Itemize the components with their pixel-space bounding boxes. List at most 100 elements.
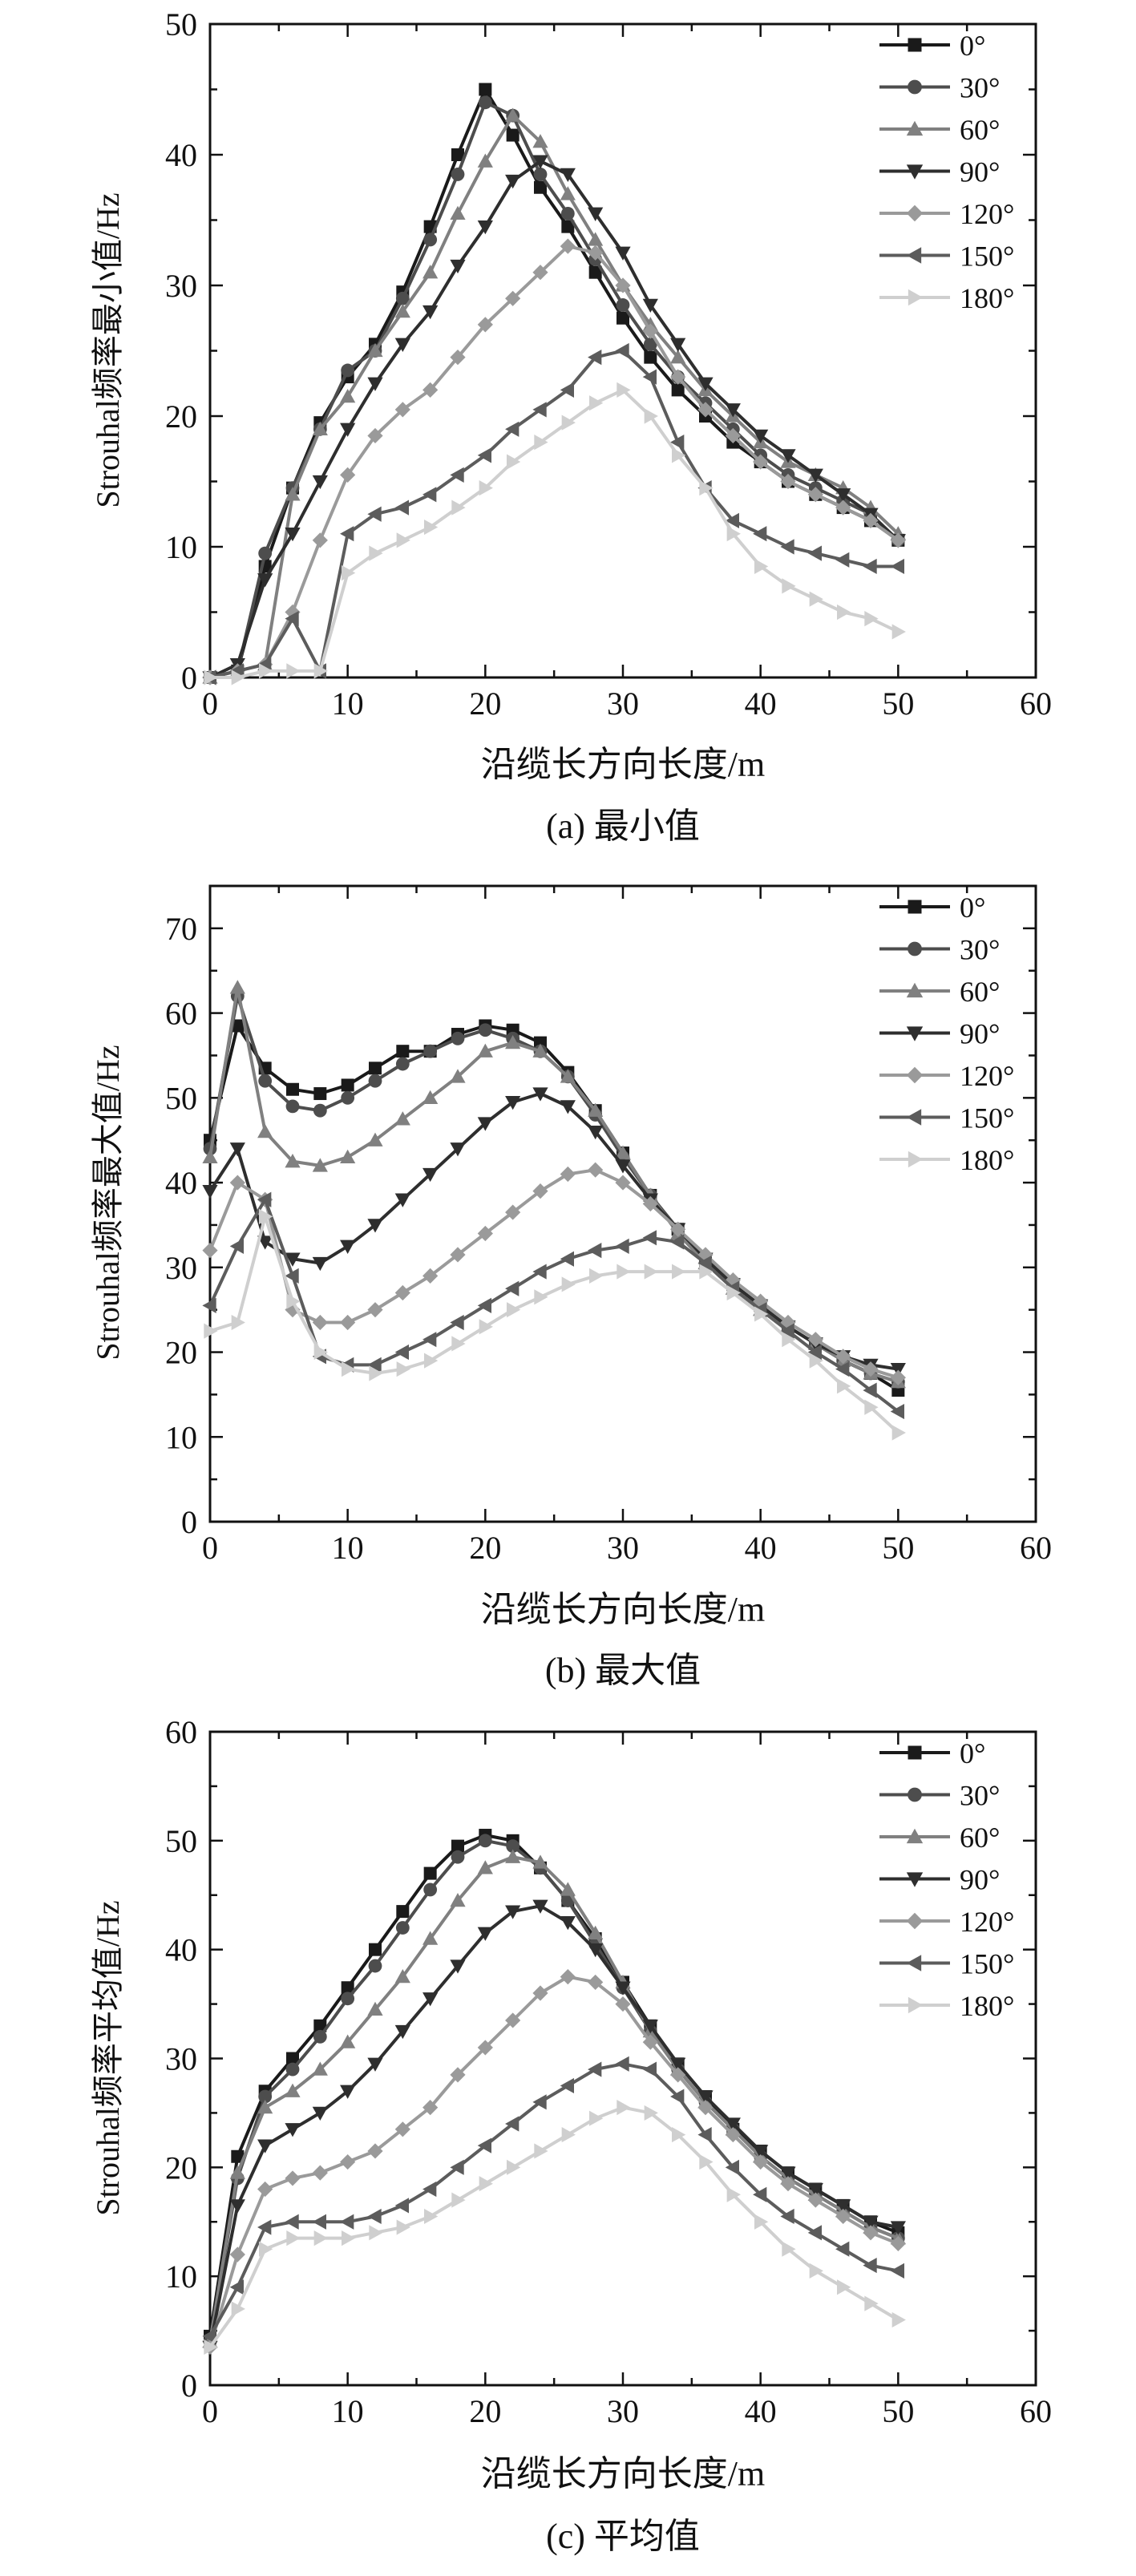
- legend-label: 60°: [960, 1822, 1000, 1854]
- y-tick-label: 60: [165, 996, 197, 1032]
- data-point: [642, 2061, 657, 2077]
- data-point: [836, 1378, 851, 1394]
- data-point: [532, 1264, 547, 1280]
- data-point: [780, 449, 796, 463]
- data-point: [285, 2170, 301, 2186]
- data-point: [450, 1314, 464, 1331]
- x-tick-label: 0: [202, 1530, 218, 1566]
- data-point: [561, 415, 576, 431]
- data-point: [285, 1252, 301, 1267]
- data-point: [697, 377, 714, 391]
- y-tick-label: 40: [165, 137, 197, 173]
- data-point: [588, 1943, 604, 1958]
- data-point: [312, 532, 328, 548]
- data-point: [863, 1361, 879, 1377]
- data-point: [560, 238, 576, 254]
- data-point: [670, 2067, 686, 2083]
- data-point: [560, 2077, 575, 2094]
- legend-label: 30°: [960, 1780, 1000, 1812]
- data-point: [532, 2094, 547, 2110]
- data-point: [369, 1943, 382, 1956]
- data-point: [863, 2215, 879, 2230]
- legend-marker: [906, 1912, 924, 1930]
- data-point: [725, 2117, 741, 2132]
- data-point: [423, 1353, 439, 1369]
- data-point: [478, 95, 492, 110]
- data-point: [477, 153, 493, 168]
- data-point: [451, 148, 464, 161]
- y-tick-label: 0: [181, 660, 197, 696]
- plot-frame: [208, 1730, 1037, 2387]
- data-point: [836, 604, 851, 621]
- data-point: [396, 532, 410, 548]
- x-tick-label: 10: [332, 1530, 364, 1566]
- data-point: [450, 1247, 466, 1263]
- data-point: [890, 558, 905, 575]
- data-point: [642, 1230, 657, 1246]
- panel-caption: (c) 平均值: [546, 2517, 700, 2556]
- legend-marker: [906, 204, 924, 222]
- data-point: [534, 435, 548, 451]
- legend-label: 90°: [960, 1864, 1000, 1896]
- data-point: [204, 1323, 218, 1339]
- data-point: [312, 1314, 328, 1331]
- legend: 0° 30° 60° 90° 120° 150° 180°: [879, 892, 1014, 1176]
- data-point: [313, 2019, 327, 2032]
- data-point: [312, 421, 328, 435]
- data-point: [505, 174, 521, 189]
- data-point: [863, 1382, 877, 1398]
- legend-label: 150°: [960, 1102, 1014, 1134]
- data-point: [588, 1974, 604, 1991]
- y-tick-label: 0: [181, 2368, 197, 2404]
- y-tick-label: 10: [165, 2259, 197, 2295]
- y-tick-label: 50: [165, 1823, 197, 1859]
- data-point: [506, 2159, 521, 2175]
- panel-c-mean: 0 10 20 30 40 50 60 0 10 20 30 40 50 60 0° 30° 60° 90° 12…: [90, 1714, 1052, 2556]
- x-tick-label: 50: [882, 1530, 914, 1566]
- legend-marker: [906, 1828, 924, 1844]
- legend-label: 90°: [960, 156, 1000, 188]
- data-point: [394, 1193, 410, 1207]
- data-point: [588, 2110, 604, 2126]
- data-point: [312, 2061, 328, 2076]
- data-point: [670, 1234, 685, 1250]
- data-point: [423, 1882, 438, 1897]
- y-tick-label: 30: [165, 2041, 197, 2077]
- data-point: [451, 2192, 466, 2208]
- data-point: [835, 488, 851, 503]
- legend-label: 180°: [960, 1990, 1014, 2022]
- data-point: [367, 2143, 383, 2159]
- data-point: [477, 1297, 492, 1313]
- data-point: [864, 2295, 879, 2311]
- data-point: [561, 2126, 576, 2143]
- data-point: [617, 382, 631, 398]
- data-point: [369, 2225, 383, 2241]
- data-point: [753, 454, 769, 470]
- data-point: [532, 1183, 548, 1199]
- data-point: [506, 1302, 521, 1318]
- data-point: [341, 565, 356, 581]
- data-point: [202, 2328, 216, 2344]
- legend-label: 150°: [960, 241, 1014, 273]
- data-point: [890, 2235, 906, 2252]
- data-point: [505, 421, 519, 437]
- data-point: [671, 1264, 686, 1280]
- data-point: [258, 1208, 273, 1224]
- data-point: [835, 2208, 851, 2225]
- data-point: [423, 2208, 439, 2225]
- data-point: [340, 2034, 356, 2048]
- data-point: [560, 1882, 576, 1896]
- x-tick-label: 20: [469, 685, 501, 722]
- data-point: [367, 506, 382, 522]
- data-point: [505, 1204, 521, 1220]
- data-point: [286, 1293, 301, 1309]
- data-point: [617, 2100, 631, 2116]
- data-point: [369, 545, 383, 561]
- legend-label: 30°: [960, 72, 1000, 104]
- data-point: [422, 1090, 439, 1105]
- data-point: [532, 1087, 548, 1102]
- x-tick-label: 20: [469, 2393, 501, 2429]
- data-point: [780, 539, 794, 555]
- legend-label: 0°: [960, 1737, 985, 1769]
- series-line-60°: [209, 114, 900, 679]
